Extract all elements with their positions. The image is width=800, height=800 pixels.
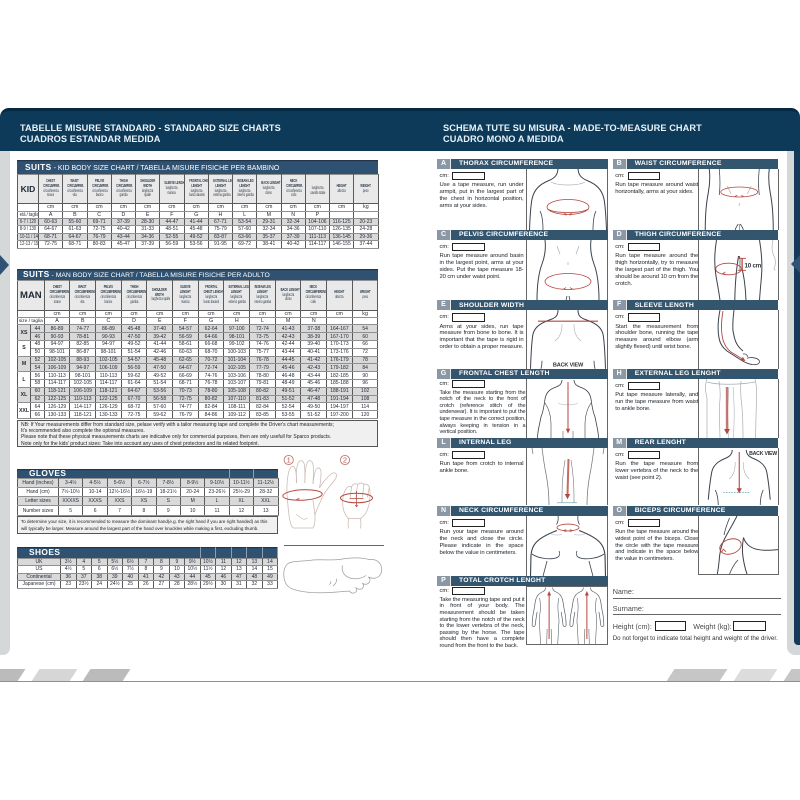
svg-text:10 cm: 10 cm [745,262,762,269]
svg-text:1: 1 [287,456,291,465]
svg-text:BACK VIEW: BACK VIEW [552,362,583,368]
svg-text:BACK VIEW: BACK VIEW [749,451,777,457]
svg-text:2: 2 [343,456,347,465]
